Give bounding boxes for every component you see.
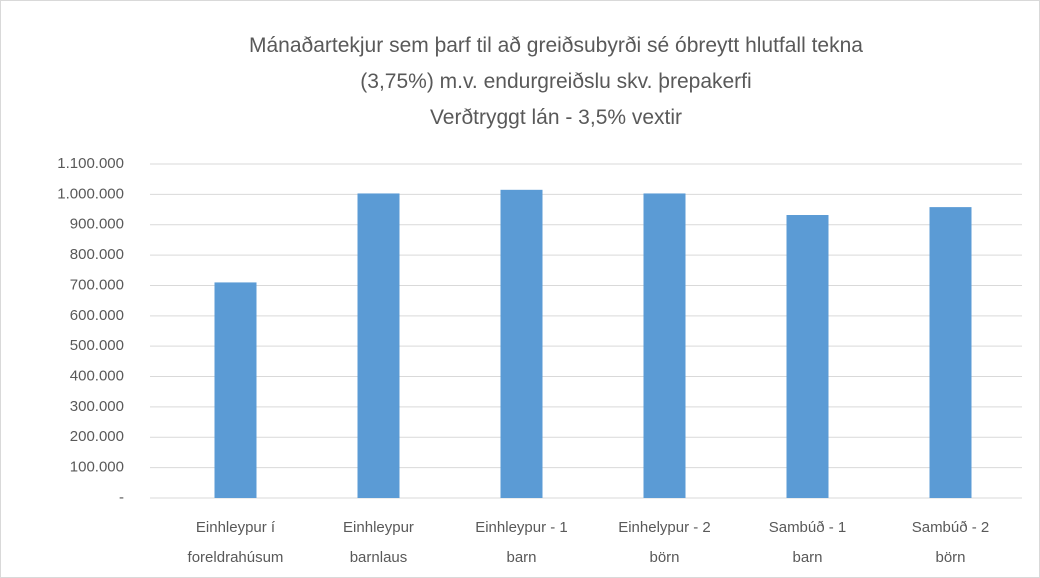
- y-tick-label: -: [119, 489, 124, 506]
- x-tick-label: Einhleypur í: [196, 519, 276, 536]
- bar: [643, 193, 686, 498]
- bar: [786, 215, 829, 498]
- chart-title: Mánaðartekjur sem þarf til að greiðsubyr…: [249, 34, 863, 57]
- y-tick-label: 600.000: [70, 307, 124, 324]
- y-tick-label: 400.000: [70, 368, 124, 385]
- x-tick-label: barn: [792, 549, 822, 566]
- x-tick-label: Sambúð - 1: [769, 519, 847, 536]
- y-tick-label: 700.000: [70, 276, 124, 293]
- bar: [357, 193, 400, 498]
- y-tick-label: 500.000: [70, 337, 124, 354]
- y-tick-label: 800.000: [70, 246, 124, 263]
- y-tick-label: 900.000: [70, 216, 124, 233]
- x-tick-label: barnlaus: [350, 549, 408, 566]
- y-tick-label: 300.000: [70, 398, 124, 415]
- chart-title: (3,75%) m.v. endurgreiðslu skv. þrepaker…: [360, 70, 751, 93]
- y-tick-label: 100.000: [70, 459, 124, 476]
- x-tick-label: börn: [649, 549, 679, 566]
- x-tick-label: Sambúð - 2: [912, 519, 990, 536]
- x-tick-label: Einhelypur - 2: [618, 519, 711, 536]
- bar: [214, 282, 257, 498]
- x-tick-label: Einhleypur - 1: [475, 519, 568, 536]
- x-tick-label: börn: [935, 549, 965, 566]
- x-tick-label: foreldrahúsum: [188, 549, 284, 566]
- y-tick-label: 1.000.000: [57, 185, 124, 202]
- chart-title: Verðtryggt lán - 3,5% vextir: [430, 106, 682, 129]
- bar: [929, 207, 972, 498]
- x-tick-label: barn: [506, 549, 536, 566]
- x-tick-label: Einhleypur: [343, 519, 414, 536]
- bar: [500, 189, 543, 499]
- y-tick-label: 1.100.000: [57, 155, 124, 172]
- y-tick-label: 200.000: [70, 428, 124, 445]
